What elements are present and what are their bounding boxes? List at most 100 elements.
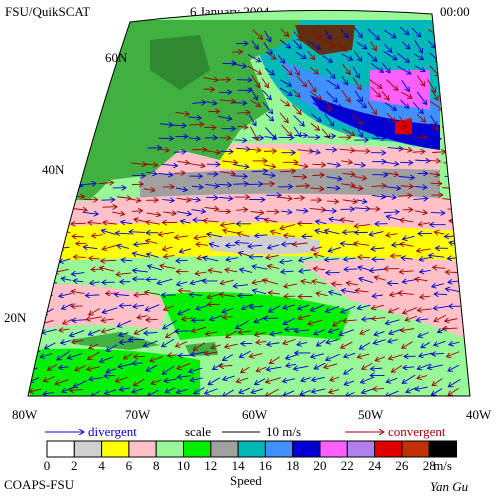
wind-arrow	[386, 377, 398, 382]
wind-arrow	[203, 78, 219, 81]
ocean-field	[220, 147, 300, 171]
wind-arrow	[238, 295, 253, 296]
wind-arrow	[235, 242, 250, 243]
colorbar-unit: m/s	[433, 458, 452, 473]
wind-arrow	[341, 184, 354, 186]
wind-arrow	[75, 365, 86, 371]
wind-arrow	[403, 367, 415, 368]
wind-arrow	[402, 279, 417, 282]
wind-arrow	[434, 294, 448, 295]
wind-arrow	[188, 117, 201, 118]
colorbar-cell	[46, 440, 75, 458]
wind-arrow	[280, 28, 289, 36]
wind-arrow	[88, 351, 100, 360]
wind-arrow	[217, 116, 232, 119]
colorbar-label: 24	[368, 458, 382, 473]
wind-arrow	[317, 339, 326, 346]
wind-arrow	[400, 244, 414, 247]
wind-arrow	[357, 354, 370, 357]
wind-arrow	[414, 53, 423, 60]
wind-arrow	[162, 247, 173, 250]
wind-arrow	[297, 342, 308, 344]
wind-arrow	[446, 113, 455, 123]
wind-arrow	[311, 389, 326, 392]
wind-arrow	[192, 102, 205, 103]
wind-arrow	[250, 99, 261, 107]
wind-arrow	[358, 267, 370, 270]
wind-arrow	[119, 333, 129, 336]
wind-arrow	[448, 364, 460, 371]
wind-arrow	[446, 79, 455, 85]
wind-arrow	[239, 350, 251, 357]
wind-arrow	[134, 327, 148, 333]
wind-arrow	[219, 100, 236, 102]
wind-arrow	[219, 294, 235, 296]
wind-arrow	[293, 198, 304, 199]
wind-arrow	[416, 75, 424, 86]
wind-arrow	[316, 293, 328, 296]
lon-label: 50W	[358, 407, 384, 422]
wind-arrow	[444, 32, 456, 41]
wind-arrow	[119, 388, 130, 390]
wind-arrow	[143, 340, 158, 346]
wind-arrow	[433, 267, 446, 268]
wind-arrow	[341, 89, 350, 102]
wind-arrow	[279, 39, 290, 48]
wind-arrow	[388, 283, 399, 284]
wind-arrow	[323, 39, 335, 47]
wind-arrow	[100, 356, 114, 362]
wind-arrow	[280, 99, 289, 106]
wind-arrow	[383, 29, 396, 38]
wind-arrow	[269, 356, 280, 364]
wind-arrow	[447, 351, 460, 357]
wind-arrow	[341, 53, 352, 60]
wind-arrow	[176, 260, 188, 261]
wind-arrow	[367, 28, 380, 40]
wind-arrow	[195, 272, 207, 274]
wind-arrow	[428, 160, 440, 161]
wind-arrow	[106, 369, 116, 372]
credit: COAPS-FSU	[4, 477, 75, 492]
wind-arrow	[233, 285, 249, 287]
wind-arrow	[223, 354, 234, 361]
wind-arrow	[354, 90, 363, 102]
wind-arrow	[295, 186, 309, 187]
wind-arrow	[203, 89, 215, 90]
wind-arrow	[460, 87, 470, 97]
wind-arrow	[384, 43, 391, 52]
colorbar: 0 2 4 6 8 10 12 14 16 18 20 22 24 26 28m/s	[44, 440, 458, 473]
wind-arrow	[117, 320, 132, 327]
wind-arrow	[179, 249, 192, 252]
wind-arrow	[307, 50, 314, 59]
wind-arrow	[296, 75, 307, 87]
wind-arrow	[416, 91, 426, 105]
wind-arrow	[177, 282, 188, 285]
wind-arrow	[324, 136, 335, 137]
wind-arrow	[162, 200, 174, 201]
wind-arrow	[362, 362, 373, 369]
wind-arrow	[119, 305, 132, 306]
wind-arrow	[98, 182, 114, 183]
wind-arrow	[236, 148, 250, 149]
wind-arrow	[252, 290, 267, 295]
wind-arrow	[55, 379, 69, 385]
wind-arrow	[443, 162, 455, 163]
wind-arrow	[342, 173, 355, 175]
wind-arrow	[265, 51, 276, 59]
wind-arrow	[61, 278, 72, 280]
wind-arrow	[397, 52, 410, 62]
wind-arrow	[341, 305, 356, 312]
wind-arrow	[369, 115, 381, 122]
wind-arrow	[203, 220, 219, 222]
wind-arrow	[293, 366, 309, 369]
colorbar-label: 4	[98, 458, 105, 473]
wind-arrow	[71, 291, 85, 293]
wind-arrow	[427, 79, 435, 92]
wind-arrow	[286, 364, 297, 366]
wind-arrow	[206, 102, 216, 104]
colorbar-cell	[128, 440, 157, 458]
wind-arrow	[28, 252, 41, 256]
lon-label: 70W	[125, 407, 151, 422]
wind-arrow	[371, 186, 386, 187]
wind-arrow	[328, 329, 340, 332]
